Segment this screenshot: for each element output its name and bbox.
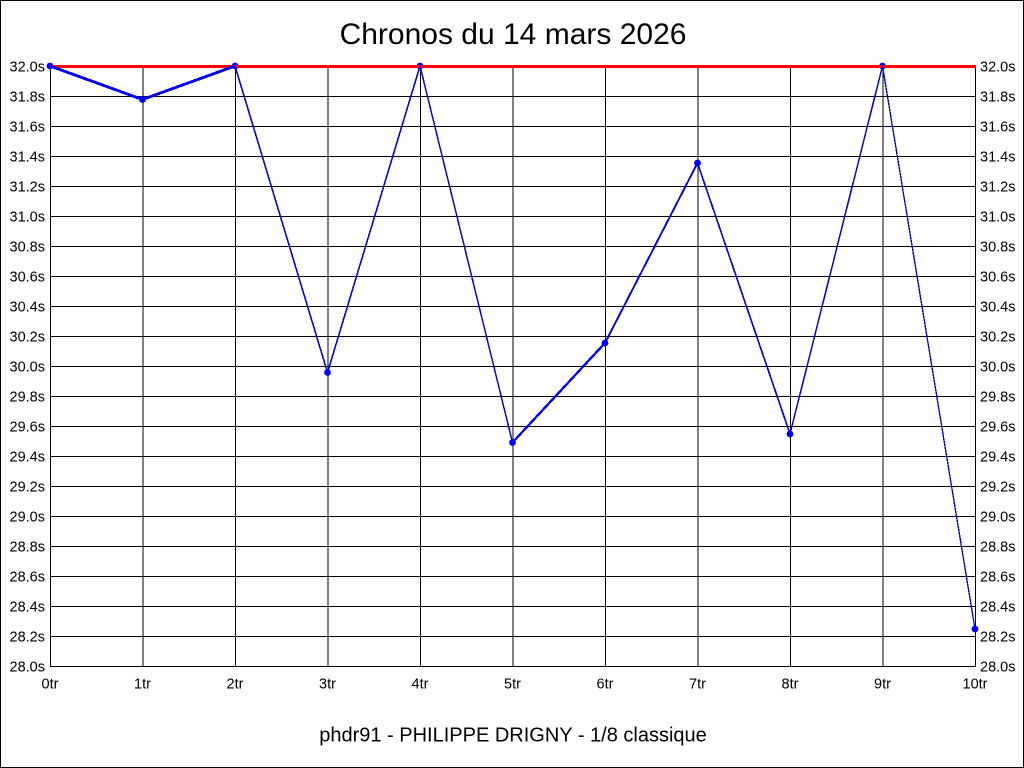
svg-text:2tr: 2tr (227, 677, 244, 693)
svg-text:7tr: 7tr (689, 677, 706, 693)
svg-text:30.8s: 30.8s (10, 240, 45, 256)
svg-text:29.6s: 29.6s (980, 420, 1015, 436)
svg-text:28.8s: 28.8s (980, 540, 1015, 556)
svg-text:31.8s: 31.8s (10, 90, 45, 106)
svg-text:28.6s: 28.6s (980, 570, 1015, 586)
svg-text:32.0s: 32.0s (980, 60, 1015, 76)
svg-text:29.8s: 29.8s (10, 390, 45, 406)
svg-text:28.4s: 28.4s (980, 600, 1015, 616)
svg-text:0tr: 0tr (42, 677, 59, 693)
svg-text:30.6s: 30.6s (980, 270, 1015, 286)
svg-text:31.8s: 31.8s (980, 90, 1015, 106)
svg-text:30.4s: 30.4s (980, 300, 1015, 316)
svg-text:30.0s: 30.0s (10, 360, 45, 376)
svg-text:29.2s: 29.2s (980, 480, 1015, 496)
svg-text:29.8s: 29.8s (980, 390, 1015, 406)
svg-text:3tr: 3tr (319, 677, 336, 693)
svg-text:31.0s: 31.0s (10, 210, 45, 226)
svg-text:31.0s: 31.0s (980, 210, 1015, 226)
svg-text:30.2s: 30.2s (980, 330, 1015, 346)
svg-text:28.4s: 28.4s (10, 600, 45, 616)
svg-text:8tr: 8tr (782, 677, 799, 693)
svg-text:Chronos du 14 mars 2026: Chronos du 14 mars 2026 (340, 18, 687, 51)
svg-text:30.0s: 30.0s (980, 360, 1015, 376)
svg-text:phdr91 - PHILIPPE DRIGNY - 1/8: phdr91 - PHILIPPE DRIGNY - 1/8 classique (319, 725, 707, 747)
svg-text:9tr: 9tr (874, 677, 891, 693)
svg-text:5tr: 5tr (504, 677, 521, 693)
svg-text:31.2s: 31.2s (980, 180, 1015, 196)
svg-text:31.2s: 31.2s (10, 180, 45, 196)
svg-text:31.4s: 31.4s (980, 150, 1015, 166)
svg-text:29.4s: 29.4s (10, 450, 45, 466)
svg-text:28.8s: 28.8s (10, 540, 45, 556)
svg-text:29.0s: 29.0s (10, 510, 45, 526)
svg-text:10tr: 10tr (963, 677, 988, 693)
svg-text:29.6s: 29.6s (10, 420, 45, 436)
svg-text:6tr: 6tr (597, 677, 614, 693)
svg-text:31.4s: 31.4s (10, 150, 45, 166)
svg-text:31.6s: 31.6s (980, 120, 1015, 136)
svg-text:4tr: 4tr (412, 677, 429, 693)
svg-text:29.4s: 29.4s (980, 450, 1015, 466)
svg-text:29.0s: 29.0s (980, 510, 1015, 526)
svg-text:28.2s: 28.2s (10, 630, 45, 646)
svg-text:31.6s: 31.6s (10, 120, 45, 136)
svg-text:30.4s: 30.4s (10, 300, 45, 316)
svg-text:30.2s: 30.2s (10, 330, 45, 346)
svg-text:29.2s: 29.2s (10, 480, 45, 496)
svg-text:1tr: 1tr (134, 677, 151, 693)
svg-text:32.0s: 32.0s (10, 60, 45, 76)
svg-text:28.2s: 28.2s (980, 630, 1015, 646)
svg-text:28.6s: 28.6s (10, 570, 45, 586)
svg-text:28.0s: 28.0s (10, 660, 45, 676)
svg-text:30.6s: 30.6s (10, 270, 45, 286)
svg-text:28.0s: 28.0s (980, 660, 1015, 676)
svg-text:30.8s: 30.8s (980, 240, 1015, 256)
